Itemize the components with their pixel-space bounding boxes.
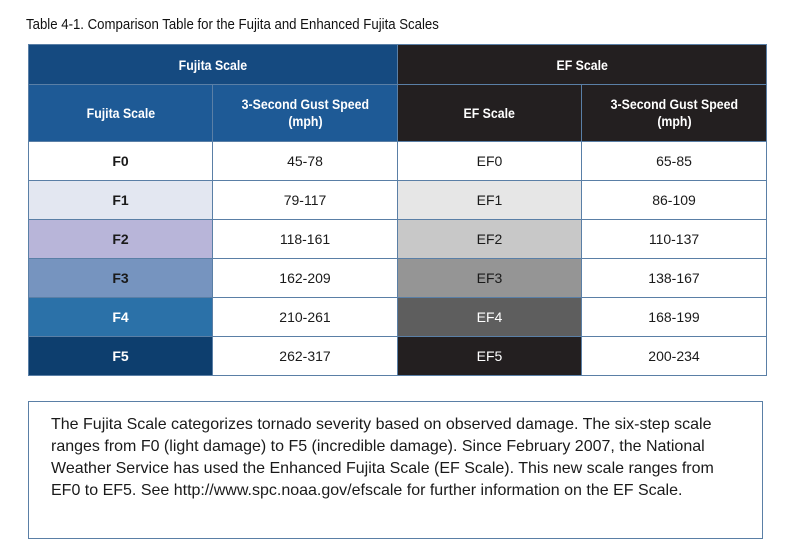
ef-scale-cell: EF1	[397, 180, 582, 220]
column-header-row: Fujita Scale 3-Second Gust Speed (mph) E…	[28, 84, 767, 142]
fujita-speed-cell: 262-317	[212, 336, 398, 376]
fujita-scale-cell: F0	[28, 141, 213, 181]
fujita-scale-cell: F5	[28, 336, 213, 376]
ef-speed-cell: 86-109	[581, 180, 767, 220]
fujita-speed-cell: 45-78	[212, 141, 398, 181]
table-row: F1 79-117 EF1 86-109	[28, 180, 767, 220]
fujita-scale-column-header: Fujita Scale	[28, 84, 213, 142]
ef-speed-cell: 65-85	[581, 141, 767, 181]
ef-group-header-label: EF Scale	[556, 56, 608, 73]
fujita-speed-column-label-line2: (mph)	[287, 113, 323, 129]
ef-speed-cell: 138-167	[581, 258, 767, 298]
ef-scale-cell: EF5	[397, 336, 582, 376]
ef-scale-cell: EF2	[397, 219, 582, 259]
fujita-speed-cell: 79-117	[212, 180, 398, 220]
ef-scale-cell: EF3	[397, 258, 582, 298]
fujita-group-header: Fujita Scale	[28, 44, 398, 85]
comparison-table: Fujita Scale EF Scale Fujita Scale 3-Sec…	[28, 44, 767, 376]
fujita-scale-column-label: Fujita Scale	[86, 104, 155, 121]
fujita-scale-cell: F1	[28, 180, 213, 220]
fujita-speed-column-label-line1: 3-Second Gust Speed	[241, 96, 369, 112]
ef-scale-cell: EF4	[397, 297, 582, 337]
ef-scale-column-header: EF Scale	[397, 84, 582, 142]
fujita-speed-cell: 210-261	[212, 297, 398, 337]
fujita-speed-cell: 118-161	[212, 219, 398, 259]
ef-group-header: EF Scale	[397, 44, 767, 85]
fujita-speed-cell: 162-209	[212, 258, 398, 298]
ef-speed-column-label-line2: (mph)	[656, 113, 692, 129]
ef-scale-column-label: EF Scale	[463, 104, 516, 121]
fujita-group-header-label: Fujita Scale	[178, 56, 248, 73]
table-caption: Table 4-1. Comparison Table for the Fuji…	[26, 16, 439, 33]
ef-speed-cell: 168-199	[581, 297, 767, 337]
table-row: F4 210-261 EF4 168-199	[28, 297, 767, 337]
table-row: F5 262-317 EF5 200-234	[28, 336, 767, 376]
ef-speed-column-header: 3-Second Gust Speed (mph)	[581, 84, 767, 142]
fujita-scale-cell: F4	[28, 297, 213, 337]
group-header-row: Fujita Scale EF Scale	[28, 44, 767, 85]
fujita-scale-cell: F2	[28, 219, 213, 259]
ef-speed-column-label-line1: 3-Second Gust Speed	[610, 96, 738, 112]
table-row: F0 45-78 EF0 65-85	[28, 141, 767, 181]
ef-scale-cell: EF0	[397, 141, 582, 181]
table-row: F2 118-161 EF2 110-137	[28, 219, 767, 259]
ef-speed-cell: 110-137	[581, 219, 767, 259]
explanatory-note-text: The Fujita Scale categorizes tornado sev…	[51, 416, 714, 499]
table-row: F3 162-209 EF3 138-167	[28, 258, 767, 298]
fujita-speed-column-header: 3-Second Gust Speed (mph)	[212, 84, 398, 142]
fujita-scale-cell: F3	[28, 258, 213, 298]
ef-speed-cell: 200-234	[581, 336, 767, 376]
explanatory-note: The Fujita Scale categorizes tornado sev…	[28, 401, 763, 539]
